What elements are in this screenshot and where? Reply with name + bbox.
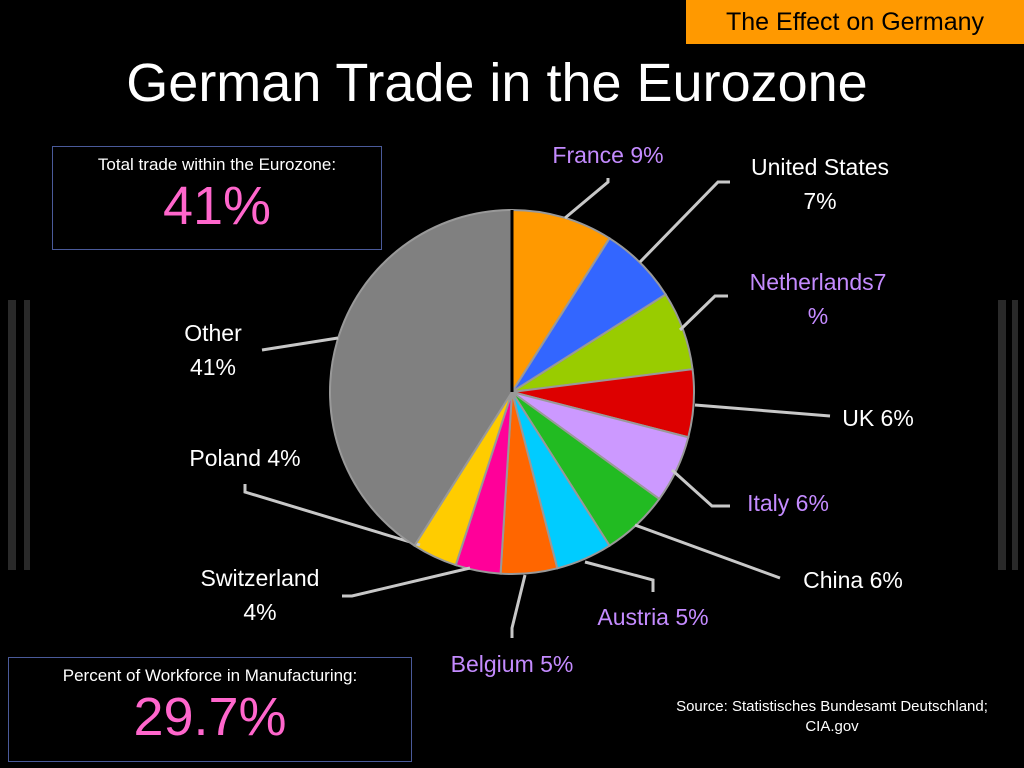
leader-line [564, 178, 610, 220]
leader-line [261, 336, 339, 352]
stat-value: 29.7% [133, 687, 287, 747]
stat-box: Percent of Workforce in Manufacturing: 2… [8, 657, 412, 762]
leader-line [678, 294, 728, 332]
slice-label: France 9% [552, 142, 664, 168]
leader-line [584, 560, 655, 592]
slice-label: Switzerland 4% [200, 565, 320, 625]
section-tag: The Effect on Germany [686, 0, 1024, 44]
source-note: Source: Statistisches Bundesamt Deutschl… [676, 698, 988, 735]
decor-stripe [24, 300, 30, 570]
stat-box: Total trade within the Eurozone: 41% [52, 146, 382, 250]
decor-stripe [8, 300, 16, 570]
slice-label: Italy 6% [747, 490, 829, 516]
slice-label: Other 41% [184, 320, 242, 380]
pie-slice [329, 208, 513, 548]
leader-line [342, 566, 471, 598]
leader-line [634, 523, 781, 580]
slice-label: UK 6% [842, 405, 914, 431]
leader-line [510, 574, 527, 638]
slice-label: United States 7% [750, 154, 890, 214]
leader-line [638, 180, 730, 264]
stat-label: Percent of Workforce in Manufacturing: [62, 666, 358, 685]
leader-line [670, 468, 730, 508]
slice-label: Netherlands7 % [749, 269, 887, 329]
decor-stripe [998, 300, 1006, 570]
slice-label: China 6% [803, 567, 903, 593]
stat-label: Total trade within the Eurozone: [97, 155, 337, 174]
pie-slice [511, 208, 611, 396]
slice-label: Belgium 5% [450, 651, 574, 677]
leader-line [694, 403, 831, 418]
slice-label: Poland 4% [189, 445, 301, 471]
decor-stripe [1012, 300, 1018, 570]
stat-value: 41% [162, 176, 272, 236]
leader-line [243, 484, 421, 547]
slice-label: Austria 5% [597, 604, 709, 630]
slide-title: German Trade in the Eurozone [126, 53, 868, 113]
